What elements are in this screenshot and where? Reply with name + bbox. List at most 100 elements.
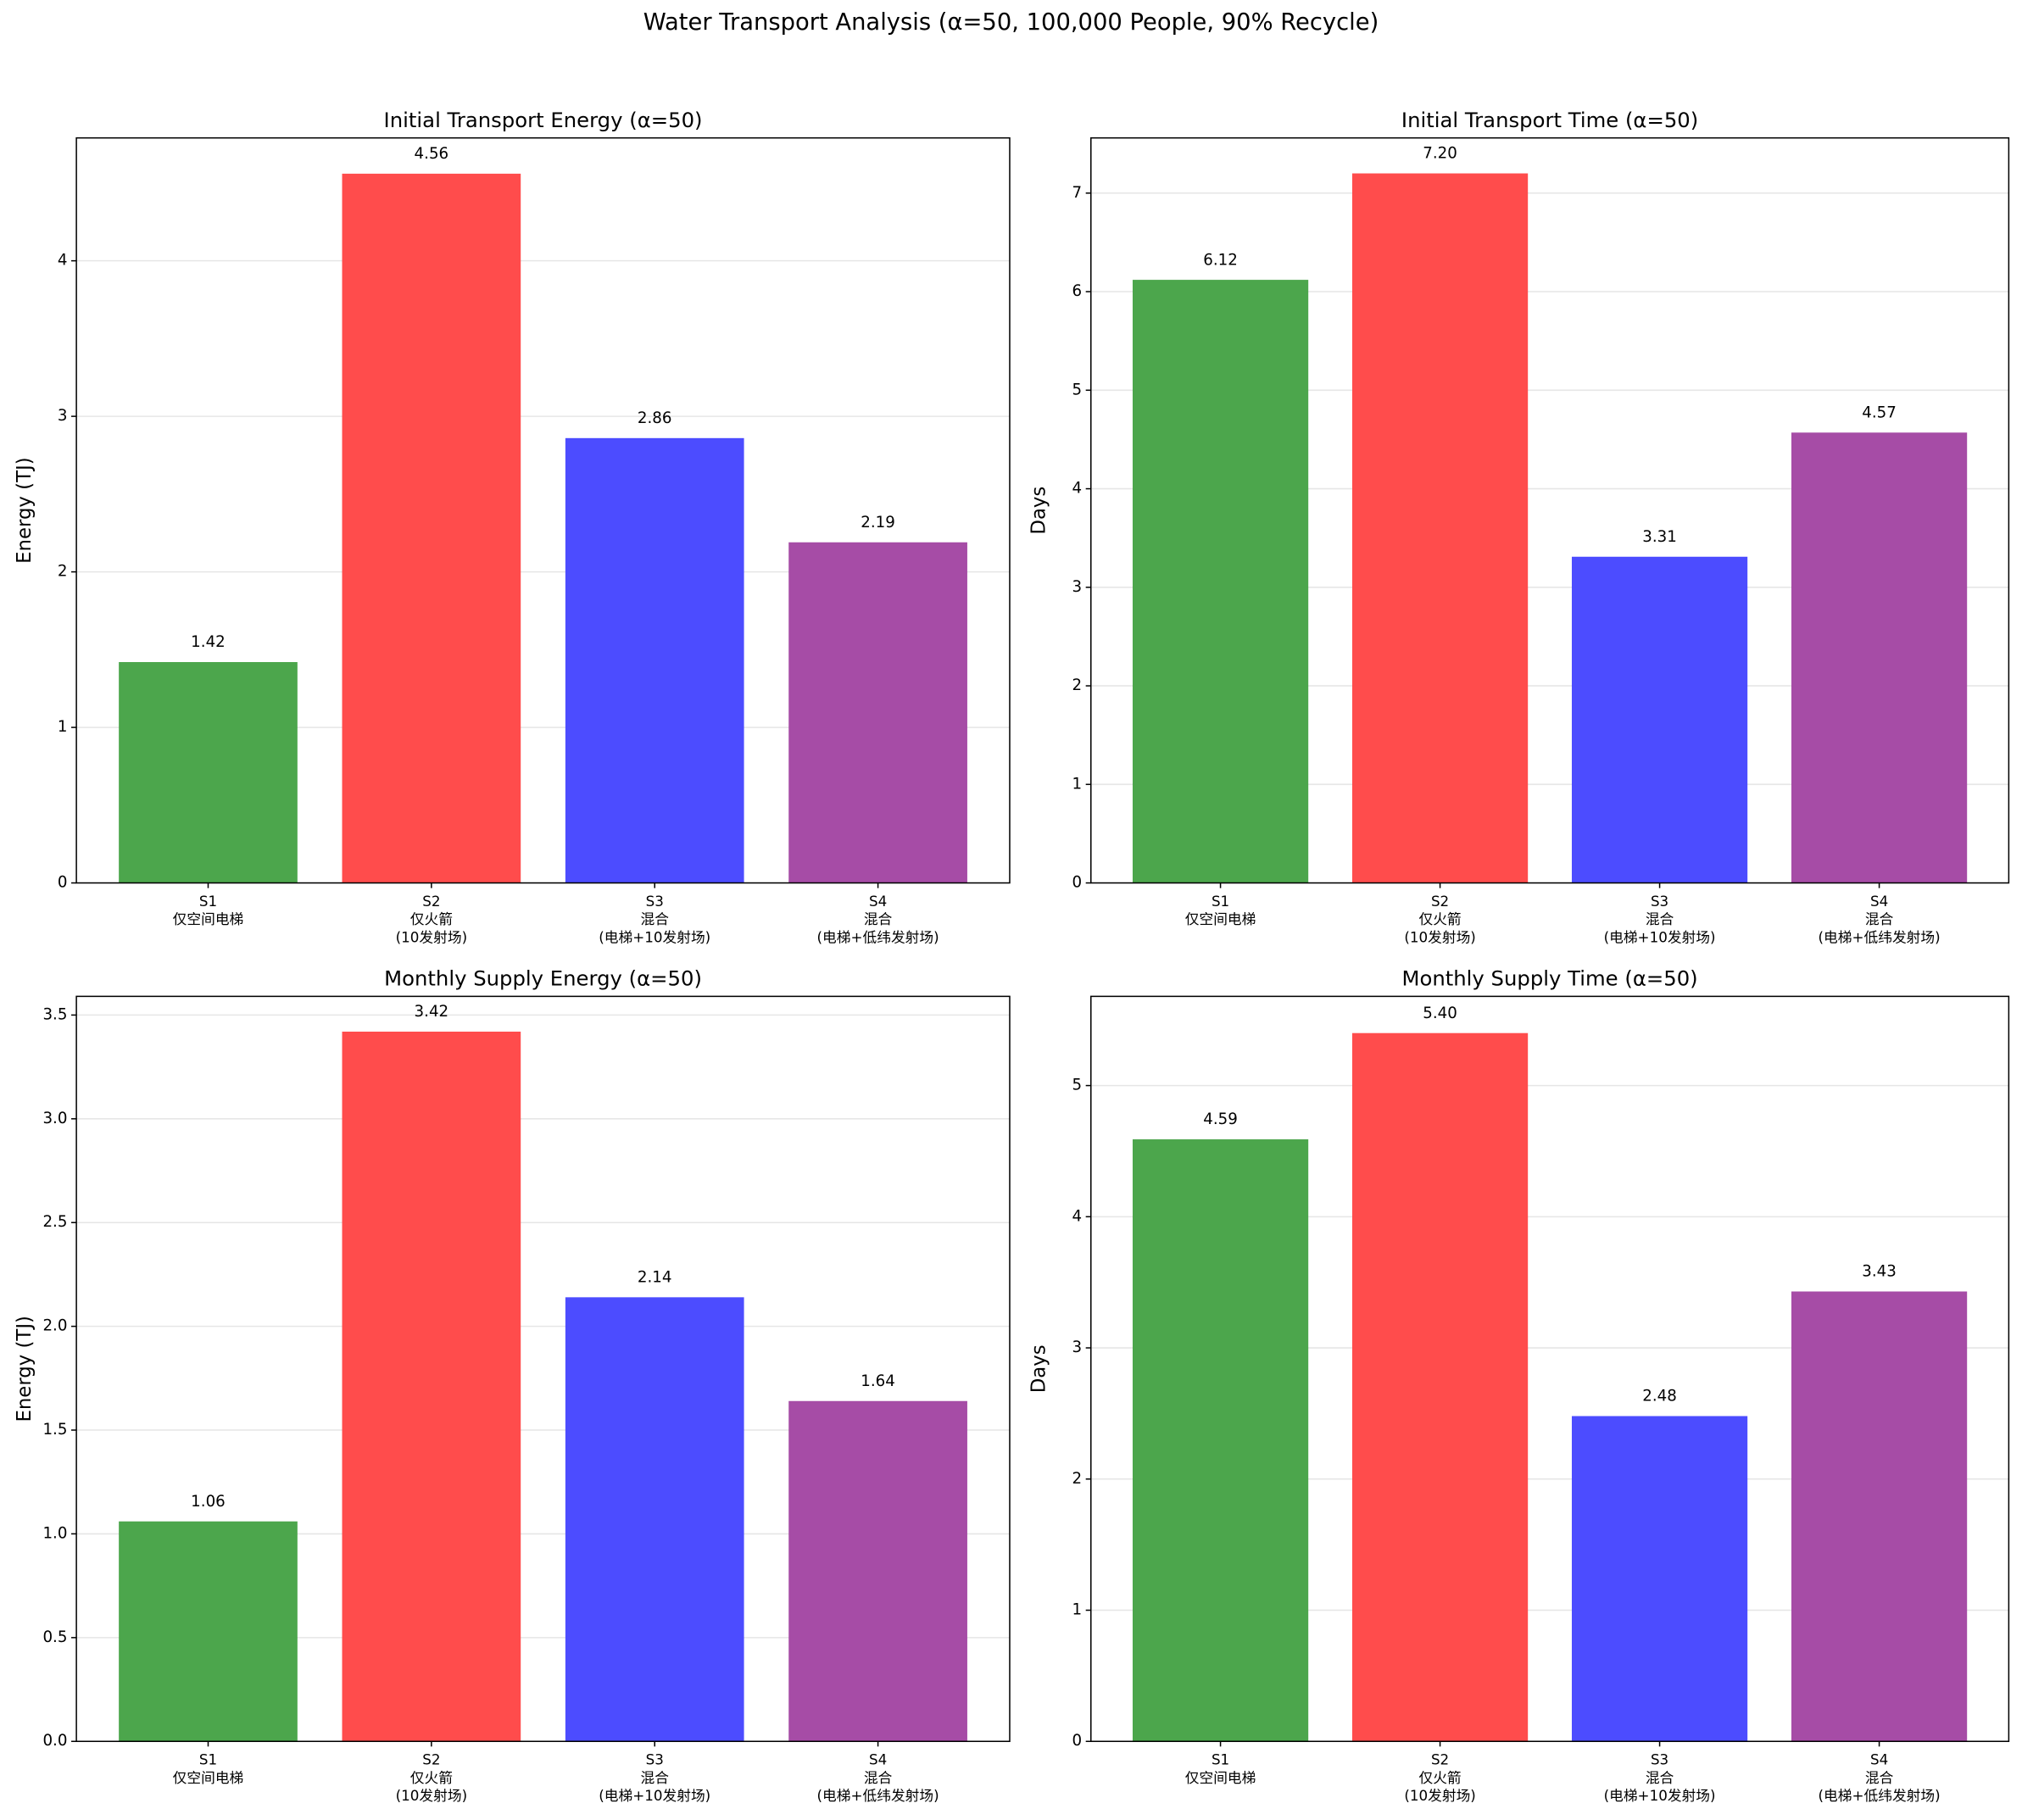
value-label: 1.64 [861, 1372, 895, 1390]
x-tick-label: (电梯+10发射场) [1604, 928, 1716, 945]
y-tick-label: 0 [1072, 874, 1083, 892]
bar [1571, 556, 1748, 883]
y-tick-label: 2.5 [42, 1213, 67, 1231]
y-tick-label: 0.5 [42, 1628, 67, 1646]
x-tick-label: (10发射场) [1404, 928, 1475, 945]
y-tick-label: 3.5 [42, 1005, 67, 1023]
y-tick-label: 5 [1072, 1077, 1083, 1094]
y-tick-label: 1.5 [42, 1421, 67, 1439]
x-tick-label: 仅火箭 [410, 910, 453, 927]
x-tick-label: (电梯+低纬发射场) [817, 928, 939, 945]
y-tick-label: 3.0 [42, 1110, 67, 1127]
x-tick-label: S1 [1212, 1751, 1229, 1768]
y-tick-label: 0.0 [42, 1732, 67, 1750]
y-tick-label: 1 [1072, 775, 1083, 793]
x-tick-label: 混合 [1865, 1769, 1894, 1786]
bar [1571, 1416, 1748, 1742]
chart-title: Monthly Supply Time (α=50) [1401, 966, 1697, 991]
value-label: 1.42 [191, 633, 226, 651]
bar [119, 662, 298, 883]
y-tick-label: 3 [58, 407, 68, 425]
x-tick-label: 混合 [1865, 910, 1894, 927]
x-tick-label: S3 [1651, 1751, 1668, 1768]
y-tick-label: 0 [1072, 1732, 1083, 1750]
x-tick-label: 混合 [1646, 910, 1674, 927]
bar [565, 1297, 744, 1742]
x-tick-label: S1 [199, 1751, 217, 1768]
x-tick-label: S4 [869, 1751, 887, 1768]
y-tick-label: 2 [58, 563, 68, 581]
chart-title: Monthly Supply Energy (α=50) [384, 966, 702, 991]
bar [119, 1521, 298, 1742]
bar [1791, 1291, 1968, 1742]
y-tick-label: 1 [1072, 1601, 1083, 1619]
y-tick-label: 0 [58, 874, 68, 892]
value-label: 4.57 [1862, 404, 1897, 421]
y-tick-label: 2.0 [42, 1317, 67, 1335]
bar [1791, 432, 1968, 883]
y-axis-label: Energy (TJ) [14, 457, 36, 564]
x-tick-label: S1 [1212, 893, 1229, 910]
y-tick-label: 3 [1072, 1339, 1083, 1356]
x-tick-label: S4 [1870, 1751, 1888, 1768]
x-tick-label: S2 [422, 893, 440, 910]
value-label: 7.20 [1423, 145, 1457, 163]
axes-frame [1090, 136, 2010, 884]
x-tick-label: 混合 [641, 1769, 670, 1786]
bar [1132, 1139, 1309, 1742]
value-label: 5.40 [1423, 1005, 1457, 1022]
bar [788, 542, 967, 883]
x-tick-label: (10发射场) [396, 928, 467, 945]
value-label: 1.06 [191, 1493, 226, 1511]
axes-frame [75, 995, 1011, 1743]
x-tick-label: 混合 [1646, 1769, 1674, 1786]
value-label: 4.59 [1203, 1110, 1238, 1128]
x-tick-label: (电梯+低纬发射场) [817, 1787, 939, 1804]
x-tick-label: (电梯+10发射场) [599, 1787, 710, 1804]
x-tick-label: 仅空间电梯 [173, 1769, 244, 1786]
y-tick-label: 1 [58, 718, 68, 736]
value-label: 6.12 [1203, 251, 1238, 269]
x-tick-label: (电梯+10发射场) [599, 928, 710, 945]
chart-title: Initial Transport Energy (α=50) [384, 108, 703, 132]
y-tick-label: 1.0 [42, 1524, 67, 1542]
x-tick-label: S2 [422, 1751, 440, 1768]
y-tick-label: 3 [1072, 578, 1083, 596]
bar [342, 173, 521, 883]
y-tick-label: 4 [1072, 480, 1083, 498]
x-tick-label: 混合 [864, 910, 893, 927]
bar [342, 1031, 521, 1742]
y-tick-label: 2 [1072, 676, 1083, 694]
y-tick-label: 6 [1072, 282, 1083, 300]
x-tick-label: (电梯+低纬发射场) [1819, 1787, 1941, 1804]
x-tick-label: 仅空间电梯 [173, 910, 244, 927]
y-tick-label: 7 [1072, 184, 1083, 202]
y-tick-label: 4 [1072, 1207, 1083, 1225]
value-label: 3.43 [1862, 1263, 1897, 1281]
axes-frame [75, 136, 1011, 884]
x-tick-label: S2 [1431, 1751, 1449, 1768]
value-label: 2.14 [638, 1269, 672, 1287]
x-tick-label: (10发射场) [396, 1787, 467, 1804]
figure-title: Water Transport Analysis (α=50, 100,000 … [643, 9, 1379, 36]
bar [1351, 173, 1529, 883]
y-axis-label: Days [1028, 1344, 1050, 1393]
axes-frame [1090, 995, 2010, 1743]
value-label: 3.42 [415, 1003, 449, 1021]
x-tick-label: 仅火箭 [1418, 910, 1461, 927]
value-label: 2.86 [638, 409, 672, 427]
x-tick-label: 仅空间电梯 [1185, 910, 1256, 927]
x-tick-label: (电梯+低纬发射场) [1819, 928, 1941, 945]
bar [565, 437, 744, 883]
x-tick-label: S3 [646, 1751, 664, 1768]
x-tick-label: 仅火箭 [410, 1769, 453, 1786]
x-tick-label: S4 [869, 893, 887, 910]
y-axis-label: Energy (TJ) [14, 1316, 36, 1422]
y-axis-label: Days [1028, 487, 1050, 535]
x-tick-label: S1 [199, 893, 217, 910]
x-tick-label: 仅火箭 [1418, 1769, 1461, 1786]
value-label: 4.56 [415, 145, 449, 163]
x-tick-label: S4 [1870, 893, 1888, 910]
bar [1132, 280, 1309, 883]
